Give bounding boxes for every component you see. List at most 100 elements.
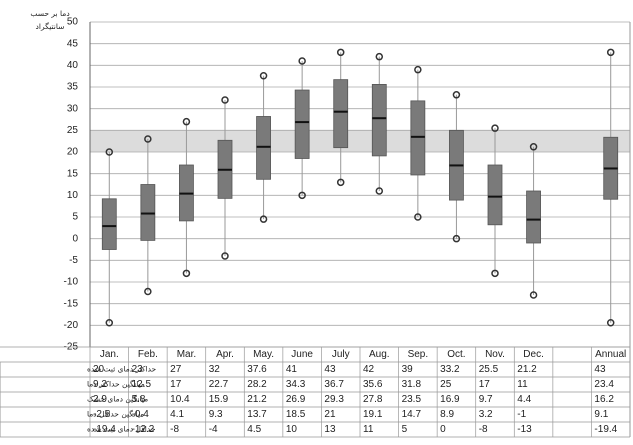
table-cell: 39 (402, 364, 414, 375)
min-point (259, 215, 268, 223)
box (294, 89, 310, 159)
max-point (259, 71, 268, 80)
table-cell: 27 (170, 364, 182, 375)
table-cell: -8 (479, 424, 488, 435)
row-label: حداقل دمای ثبت شده (87, 425, 156, 434)
table-cell: 17 (479, 379, 491, 390)
max-point (491, 124, 499, 132)
y-tick-label: 30 (67, 103, 79, 114)
table-cell: 11 (517, 379, 528, 390)
min-point (529, 291, 538, 299)
y-tick-label: -15 (64, 298, 79, 309)
table-cell: 22.7 (209, 379, 229, 390)
y-tick-label: 35 (67, 82, 79, 93)
table-cell: -19.4 (594, 424, 617, 435)
x-tick-label: Feb. (138, 349, 158, 360)
min-point (105, 318, 114, 327)
table-cell: 41 (286, 364, 298, 375)
x-tick-label: Apr. (216, 349, 234, 360)
x-tick-label: Mar. (177, 349, 196, 360)
table-cell: 5 (402, 424, 408, 435)
row-label: میانگین دمای خشک (87, 395, 148, 404)
box (101, 198, 117, 250)
table-cell: 13.7 (247, 409, 267, 420)
max-point (336, 48, 345, 57)
min-point (221, 252, 229, 260)
table-cell: -19.4 (93, 424, 116, 435)
table-cell: 23.4 (594, 379, 614, 390)
x-tick-label: Sep. (408, 349, 429, 360)
table-cell: 9.2 (93, 379, 107, 390)
table-cell: 31.8 (402, 379, 422, 390)
table-cell: 11 (363, 424, 374, 435)
table-cell: 33.2 (440, 364, 460, 375)
box (410, 100, 426, 176)
table-cell: 25 (440, 379, 452, 390)
y-tick-label: 5 (72, 212, 78, 223)
table-cell: 25.5 (479, 364, 499, 375)
box (487, 164, 503, 226)
max-point (452, 91, 461, 99)
table-cell: 4.1 (170, 409, 184, 420)
max-point (298, 57, 306, 65)
table-cell: 9.3 (209, 409, 223, 420)
table-cell: 18.5 (286, 409, 306, 420)
x-tick-label: Dec. (523, 349, 544, 360)
table-cell: 17 (170, 379, 182, 390)
table-cell: 43 (324, 364, 336, 375)
min-point (452, 234, 461, 243)
y-axis-label: سانتیگراد (36, 22, 65, 31)
y-tick-label: -10 (64, 277, 79, 288)
box (256, 116, 271, 180)
table-cell: 36.7 (324, 379, 344, 390)
table-cell: 32 (209, 364, 221, 375)
table-cell: 10 (286, 424, 298, 435)
y-tick-label: 40 (67, 60, 79, 71)
table-cell: -8 (170, 424, 179, 435)
table-cell: 23 (132, 364, 144, 375)
table-cell: 43 (594, 364, 606, 375)
table-cell: 23.5 (402, 394, 422, 405)
table-cell: 34.3 (286, 379, 306, 390)
x-tick-label: Nov. (485, 349, 505, 360)
row-label: حداکثر دمای ثبت شده (87, 365, 157, 374)
table-cell: 8.9 (440, 409, 454, 420)
min-point (144, 287, 152, 296)
y-tick-label: 25 (67, 125, 79, 136)
comfort-band (90, 130, 630, 152)
y-tick-label: 10 (67, 190, 79, 201)
table-cell: 13 (324, 424, 336, 435)
min-point (491, 269, 499, 278)
table-cell: 14.7 (402, 409, 422, 420)
max-point (375, 52, 384, 61)
table-cell: 0 (440, 424, 446, 435)
x-tick-label: June (291, 349, 313, 360)
table-cell: -13 (517, 424, 532, 435)
table-cell: 3.2 (479, 409, 493, 420)
max-point (414, 65, 422, 74)
table-cell: 29.3 (324, 394, 344, 405)
table-cell: -0.4 (132, 409, 150, 420)
y-tick-label: 20 (67, 147, 79, 158)
y-tick-label: -5 (69, 255, 78, 266)
max-point (606, 48, 615, 57)
table-cell: 37.6 (247, 364, 267, 375)
x-tick-label: July (332, 349, 350, 360)
table-cell: 9.1 (594, 409, 608, 420)
max-point (105, 148, 114, 156)
row-label: میانگین حداقل دما (87, 410, 144, 419)
max-point (529, 143, 538, 151)
y-tick-label: 15 (67, 168, 79, 179)
table-cell: 15.9 (209, 394, 229, 405)
table-cell: -4 (209, 424, 218, 435)
table-cell: 4.4 (517, 394, 531, 405)
table-cell: 42 (363, 364, 375, 375)
y-tick-label: 0 (72, 233, 78, 244)
max-point (144, 135, 152, 143)
table-cell: 4.5 (247, 424, 261, 435)
table-cell: 21.2 (247, 394, 267, 405)
min-point (414, 213, 422, 221)
max-point (221, 96, 229, 104)
table-cell: 10.4 (170, 394, 190, 405)
